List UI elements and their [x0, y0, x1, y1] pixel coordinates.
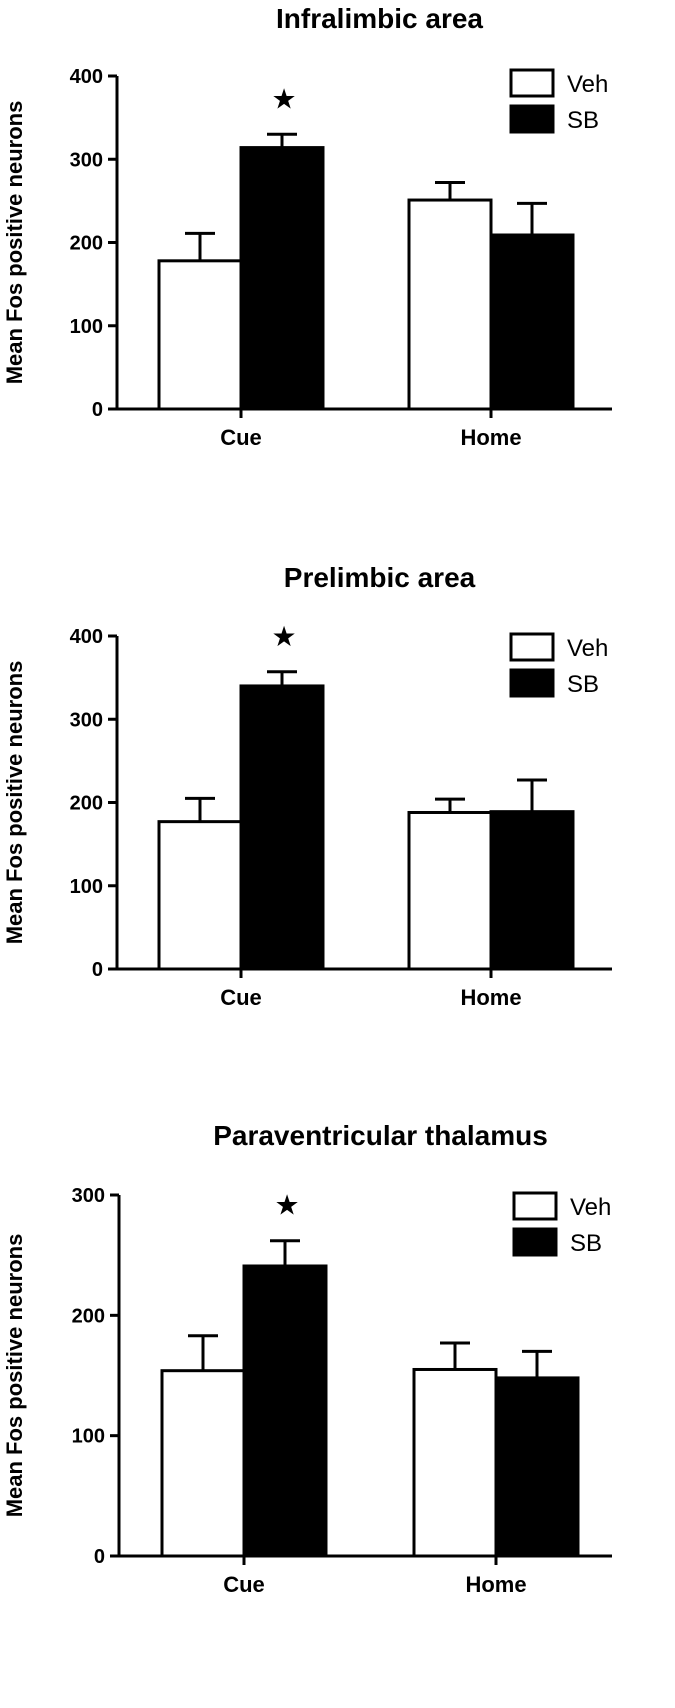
chart-title: Paraventricular thalamus: [213, 1120, 548, 1151]
y-tick-label: 0: [92, 959, 103, 981]
bar-veh-cue: [157, 259, 243, 411]
bar-sb-home: [489, 810, 575, 971]
x-tick-label: Cue: [223, 1572, 265, 1597]
chart-panel-3: Paraventricular thalamus Mean Fos positiv…: [2, 1120, 612, 1597]
bar-sb-home: [489, 233, 575, 411]
y-tick-label: 0: [94, 1546, 105, 1568]
bar-veh-home: [407, 198, 493, 411]
y-axis-label: Mean Fos positive neurons: [2, 1234, 27, 1518]
y-axis-label: Mean Fos positive neurons: [2, 101, 27, 385]
legend-label-veh: Veh: [567, 71, 608, 98]
legend-label-sb: SB: [567, 107, 599, 134]
y-tick-label: 200: [70, 793, 103, 815]
x-tick-label: Home: [460, 425, 521, 450]
bar-veh-cue: [157, 820, 243, 971]
legend-swatch-sb: [509, 668, 555, 698]
y-tick-label: 300: [70, 709, 103, 731]
bar-sb-cue: [239, 146, 325, 411]
bar-veh-cue: [160, 1369, 246, 1558]
y-tick-label: 300: [70, 149, 103, 171]
bar-sb-home: [494, 1376, 580, 1558]
chart-panel-1: Infralimbic area Mean Fos positive neuron…: [2, 3, 612, 450]
x-tick-label: Cue: [220, 985, 262, 1010]
legend-label-veh: Veh: [570, 1194, 611, 1221]
x-tick-label: Cue: [220, 425, 262, 450]
legend-swatch-veh: [509, 68, 555, 98]
y-tick-label: 100: [72, 1426, 105, 1448]
significance-star: ★: [271, 620, 296, 653]
y-tick-label: 100: [70, 316, 103, 338]
chart-title: Prelimbic area: [284, 562, 476, 593]
y-tick-label: 0: [92, 399, 103, 421]
legend-label-sb: SB: [570, 1230, 602, 1257]
y-tick-label: 200: [70, 233, 103, 255]
bar-sb-cue: [239, 684, 325, 971]
bar-veh-home: [407, 810, 493, 971]
bar-sb-cue: [242, 1264, 328, 1558]
y-tick-label: 300: [72, 1185, 105, 1207]
significance-star: ★: [274, 1189, 299, 1222]
x-tick-label: Home: [460, 985, 521, 1010]
legend-swatch-veh: [509, 632, 555, 662]
legend-swatch-sb: [512, 1227, 558, 1257]
legend-label-sb: SB: [567, 671, 599, 698]
bar-veh-home: [412, 1367, 498, 1558]
y-tick-label: 400: [70, 66, 103, 88]
significance-star: ★: [271, 82, 296, 115]
legend-label-veh: Veh: [567, 635, 608, 662]
y-tick-label: 200: [72, 1305, 105, 1327]
y-axis-label: Mean Fos positive neurons: [2, 661, 27, 945]
chart-title: Infralimbic area: [276, 3, 483, 34]
x-tick-label: Home: [465, 1572, 526, 1597]
y-tick-label: 400: [70, 626, 103, 648]
y-tick-label: 100: [70, 876, 103, 898]
legend-swatch-veh: [512, 1191, 558, 1221]
legend-swatch-sb: [509, 104, 555, 134]
chart-panel-2: Prelimbic area Mean Fos positive neurons 0…: [2, 562, 612, 1010]
